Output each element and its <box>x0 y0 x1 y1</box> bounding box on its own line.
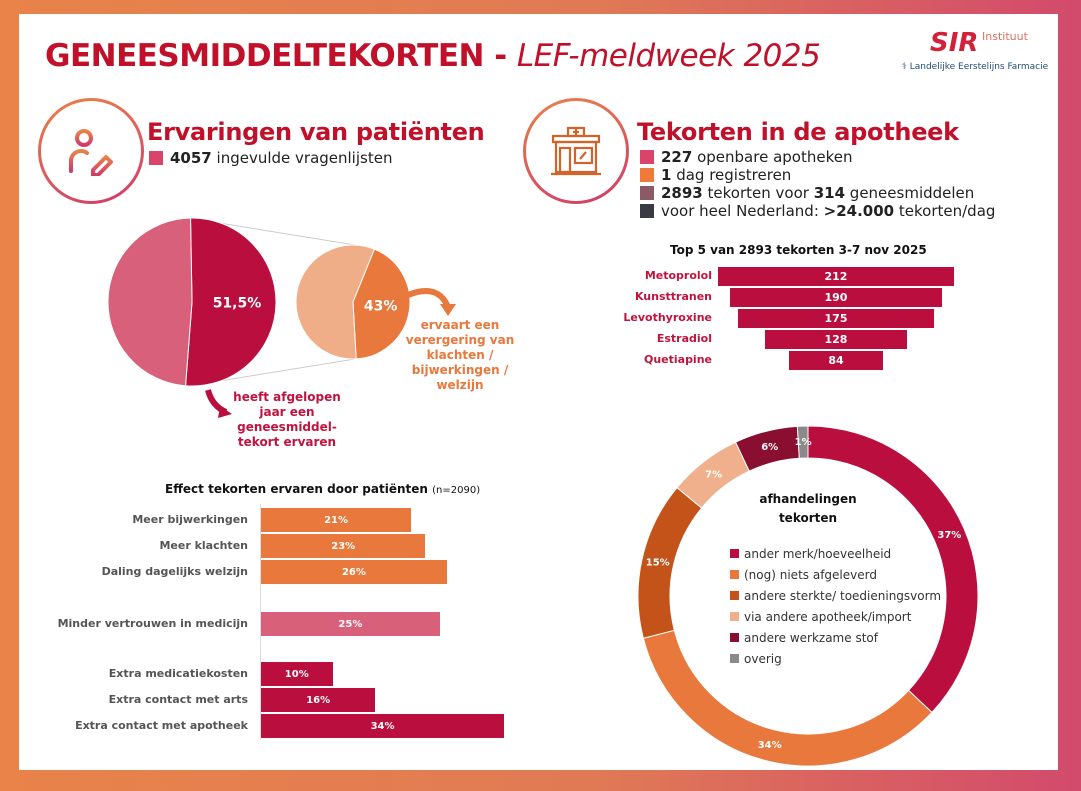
legend-swatch <box>730 612 739 621</box>
slice-label: 6% <box>761 442 778 453</box>
bar-category-label: Daling dagelijks welzijn <box>101 565 248 578</box>
bar-category-label: Minder vertrouwen in medicijn <box>57 617 248 630</box>
bar-category-label: Meer bijwerkingen <box>132 513 248 526</box>
pie-slice <box>107 217 193 387</box>
legend-item: overig <box>730 648 941 669</box>
bar: 190 <box>730 288 942 307</box>
slice-label: 34% <box>758 740 782 751</box>
bar: 26% <box>261 560 447 584</box>
legend-swatch <box>730 570 739 579</box>
sir-logo: SIR <box>930 28 979 58</box>
bar-category-label: Metoprolol <box>644 269 712 282</box>
page-title: GENEESMIDDELTEKORTEN - LEF-meldweek 2025 <box>45 38 821 74</box>
bar-category-label: Levothyroxine <box>623 311 712 324</box>
legend-square <box>640 168 654 182</box>
patients-stat: 4057 ingevulde vragenlijsten <box>149 149 392 167</box>
annotation-sub: ervaart een verergering van klachten / b… <box>405 318 515 392</box>
bar-category-label: Quetiapine <box>643 353 712 366</box>
bar: 10% <box>261 662 333 686</box>
bar-category-label: Extra contact met arts <box>108 693 248 706</box>
legend-swatch <box>730 591 739 600</box>
legend-item: ander merk/hoeveelheid <box>730 543 941 564</box>
slice-label: 43% <box>364 299 398 315</box>
legend-item: andere werkzame stof <box>730 627 941 648</box>
pie-slice <box>352 248 411 360</box>
pharmacy-stats: 227 openbare apotheken 1 dag registreren… <box>640 148 995 220</box>
legend-square <box>640 186 654 200</box>
arrow-icon <box>406 288 451 309</box>
bar: 128 <box>764 330 908 349</box>
pie-slice <box>185 217 277 387</box>
bar: 25% <box>261 612 440 636</box>
bar: 84 <box>789 351 883 370</box>
slice-label: 37% <box>937 530 961 541</box>
legend-square <box>640 150 654 164</box>
legend-item: via andere apotheek/import <box>730 606 941 627</box>
slice-label: 51,5% <box>213 295 262 311</box>
bar-category-label: Extra contact met apotheek <box>75 719 248 732</box>
legend-swatch <box>730 549 739 558</box>
arrow-head-icon <box>218 406 232 418</box>
slice-label: 7% <box>705 469 722 480</box>
effect-chart-title: Effect tekorten ervaren door patiënten (… <box>165 482 481 496</box>
legend-label: (nog) niets afgeleverd <box>744 567 877 582</box>
legend-item: (nog) niets afgeleverd <box>730 564 941 585</box>
annotation-main: heeft afgelopen jaar een geneesmiddel-te… <box>233 390 341 449</box>
slice-label: 1% <box>795 437 812 448</box>
sir-logo-sub: Instituut <box>982 30 1028 43</box>
lef-logo: ⚕ Landelijke Eerstelijns Farmacie <box>902 62 1049 72</box>
legend-square <box>149 151 163 165</box>
bar: 16% <box>261 688 376 712</box>
legend-label: andere werkzame stof <box>744 630 878 645</box>
bar: 21% <box>261 508 412 532</box>
donut-title: afhandelingen tekorten <box>759 492 857 525</box>
bar-category-label: Extra medicatiekosten <box>108 667 248 680</box>
legend-label: andere sterkte/ toedieningsvorm <box>744 588 942 603</box>
donut-legend: ander merk/hoeveelheid (nog) niets afgele… <box>730 543 941 669</box>
patients-heading: Ervaringen van patiënten <box>147 118 485 146</box>
bar-category-label: Estradiol <box>656 332 712 345</box>
bar: 23% <box>261 534 426 558</box>
bar: 212 <box>717 267 955 286</box>
bar: 175 <box>738 309 934 328</box>
pie-slice <box>796 425 809 459</box>
legend-swatch <box>730 654 739 663</box>
bar-category-label: Kunsttranen <box>634 290 712 303</box>
slice-label: 15% <box>646 557 670 568</box>
pharmacy-heading: Tekorten in de apotheek <box>637 118 959 146</box>
legend-square <box>640 204 654 218</box>
pharmacy-building-icon <box>523 98 629 204</box>
legend-label: ander merk/hoeveelheid <box>744 546 892 561</box>
pie-slice <box>295 244 376 360</box>
bar-category-label: Meer klachten <box>159 539 248 552</box>
bar: 34% <box>261 714 505 738</box>
person-edit-icon <box>38 98 144 204</box>
axis-line <box>260 504 261 740</box>
legend-item: andere sterkte/ toedieningsvorm <box>730 585 941 606</box>
top5-chart-title: Top 5 van 2893 tekorten 3-7 nov 2025 <box>670 243 927 257</box>
legend-label: via andere apotheek/import <box>744 609 912 624</box>
legend-label: overig <box>744 651 782 666</box>
legend-swatch <box>730 633 739 642</box>
arrow-head-icon <box>440 304 456 316</box>
